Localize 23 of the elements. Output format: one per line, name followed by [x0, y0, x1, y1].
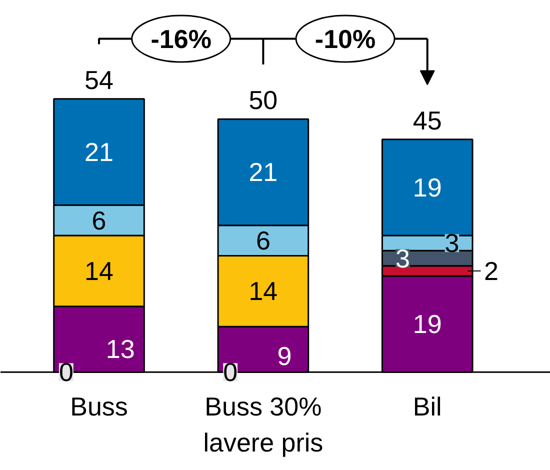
data-label: 19 [412, 309, 442, 340]
data-label: 2 [484, 256, 498, 286]
data-label: 3 [444, 228, 460, 258]
data-label: 19 [412, 172, 442, 202]
total-label: 54 [84, 64, 114, 95]
data-label: 6 [256, 226, 270, 256]
data-label: 21 [84, 137, 114, 168]
data-label: 13 [106, 334, 135, 364]
x-tick-label: Buss [70, 391, 128, 422]
data-label: 6 [92, 205, 106, 236]
x-tick-label: Buss 30% lavere pris [203, 391, 324, 458]
data-label: 0 [223, 357, 238, 388]
data-label: 21 [248, 157, 278, 188]
data-label: 14 [248, 276, 278, 306]
data-label: 0 [58, 357, 74, 388]
x-tick-label: Bil [412, 391, 442, 422]
data-label: 14 [84, 256, 114, 286]
text: -10% [314, 24, 376, 54]
data-label: 9 [277, 341, 292, 372]
total-label: 45 [412, 105, 442, 136]
text: -16% [150, 24, 212, 54]
total-label: 50 [248, 85, 278, 116]
data-label: 3 [396, 243, 410, 274]
